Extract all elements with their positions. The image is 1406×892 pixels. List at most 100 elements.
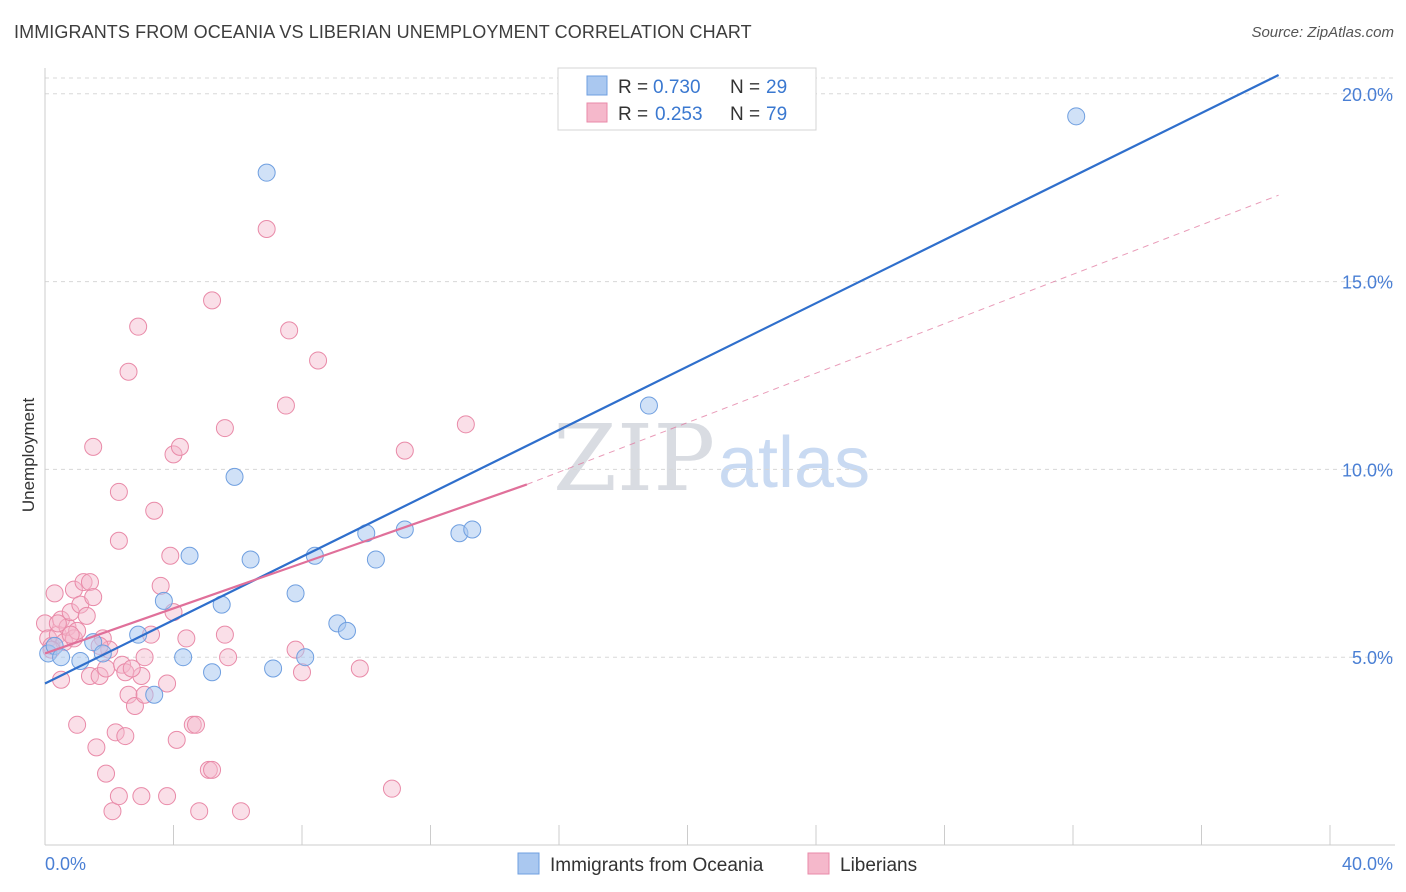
liberians-point bbox=[97, 764, 116, 783]
liberians-point bbox=[382, 779, 401, 798]
trend-lines bbox=[44, 74, 1280, 685]
y-tick-label: 5.0% bbox=[1352, 648, 1393, 668]
y-tick-label: 15.0% bbox=[1342, 273, 1393, 293]
watermark-atlas: atlas bbox=[718, 423, 870, 503]
bottom-legend-swatch-oceania bbox=[517, 852, 540, 875]
liberians-point bbox=[395, 441, 414, 460]
liberians-point bbox=[280, 321, 299, 340]
legend-r-value-oceania: 0.730 bbox=[653, 77, 701, 98]
liberians-points bbox=[36, 220, 475, 821]
liberians-point bbox=[456, 415, 475, 434]
source-label: Source: ZipAtlas.com bbox=[1251, 24, 1394, 41]
liberians-point bbox=[109, 787, 128, 806]
watermark-zip: ZIP bbox=[553, 405, 715, 512]
oceania-point bbox=[264, 659, 283, 678]
liberians-point bbox=[151, 576, 170, 595]
liberians-point bbox=[84, 437, 103, 456]
liberians-point bbox=[48, 614, 67, 633]
oceania-point bbox=[180, 546, 199, 565]
oceania-point bbox=[366, 550, 385, 569]
x-tick-label-min: 0.0% bbox=[45, 854, 86, 874]
liberians-point bbox=[80, 573, 99, 592]
oceania-point bbox=[93, 644, 112, 663]
liberians-point bbox=[219, 648, 238, 667]
liberians-point bbox=[61, 625, 80, 644]
oceania-point bbox=[337, 621, 356, 640]
liberians-point bbox=[161, 546, 180, 565]
liberians-point bbox=[129, 317, 148, 336]
bottom-legend-swatch-liberians bbox=[807, 852, 830, 875]
liberians-point bbox=[68, 715, 87, 734]
oceania-point bbox=[639, 396, 658, 415]
oceania-point bbox=[286, 584, 305, 603]
oceania-point bbox=[203, 663, 222, 682]
liberians-point bbox=[293, 663, 311, 682]
liberians-point bbox=[122, 659, 141, 678]
oceania-point bbox=[52, 648, 71, 667]
liberians-point bbox=[119, 685, 138, 704]
y-tick-label: 10.0% bbox=[1342, 460, 1393, 480]
legend-swatch-liberians bbox=[586, 102, 608, 123]
liberians-point bbox=[74, 573, 93, 592]
legend: R = 0.730 N = 29 R = 0.253 N = 79 bbox=[557, 67, 817, 131]
liberians-point bbox=[158, 674, 177, 693]
oceania-point bbox=[174, 648, 193, 667]
bottom-legend-label-oceania: Immigrants from Oceania bbox=[550, 855, 764, 876]
liberians-point bbox=[309, 351, 328, 370]
liberians-point bbox=[164, 445, 183, 464]
liberians-point bbox=[215, 625, 234, 644]
oceania-point bbox=[145, 685, 164, 704]
oceania-point bbox=[154, 591, 173, 610]
liberians-point bbox=[350, 659, 369, 678]
liberians-point bbox=[119, 362, 138, 381]
oceania-point bbox=[225, 467, 244, 486]
liberians-point bbox=[132, 666, 151, 685]
bottom-legend: Immigrants from Oceania Liberians bbox=[517, 852, 917, 876]
oceania-point bbox=[463, 520, 482, 539]
bottom-legend-label-liberians: Liberians bbox=[840, 855, 917, 876]
legend-swatch-oceania bbox=[586, 75, 608, 96]
chart-title: IMMIGRANTS FROM OCEANIA VS LIBERIAN UNEM… bbox=[14, 22, 752, 42]
liberians-point bbox=[135, 648, 154, 667]
y-tick-label: 20.0% bbox=[1342, 85, 1393, 105]
liberians-point bbox=[190, 802, 209, 821]
liberians-point bbox=[90, 666, 109, 685]
liberians-point bbox=[167, 730, 186, 749]
liberians-point bbox=[203, 291, 222, 310]
liberians-point bbox=[116, 727, 135, 746]
legend-n-label-liberians: N = bbox=[730, 104, 760, 125]
liberians-point bbox=[177, 629, 196, 648]
liberians-point bbox=[186, 715, 205, 734]
x-tick-label-max: 40.0% bbox=[1342, 854, 1393, 874]
liberians-point bbox=[109, 482, 128, 501]
legend-r-label-oceania: R = bbox=[618, 77, 648, 98]
legend-n-value-liberians: 79 bbox=[766, 104, 787, 125]
liberians-point bbox=[145, 501, 164, 520]
legend-r-value-liberians: 0.253 bbox=[655, 104, 703, 125]
liberians-point bbox=[170, 437, 189, 456]
gridlines bbox=[45, 77, 1395, 658]
liberians-point bbox=[103, 802, 122, 821]
legend-n-value-oceania: 29 bbox=[766, 77, 787, 98]
liberians-point bbox=[158, 787, 177, 806]
liberians-point bbox=[97, 659, 116, 678]
liberians-point bbox=[45, 584, 64, 603]
liberians-point bbox=[64, 580, 83, 599]
oceania-trend-line bbox=[44, 74, 1280, 685]
oceania-point bbox=[1067, 107, 1086, 126]
legend-n-label-oceania: N = bbox=[730, 77, 760, 98]
liberians-point bbox=[109, 531, 128, 550]
liberians-point bbox=[84, 588, 103, 607]
liberians-point bbox=[132, 787, 151, 806]
oceania-point bbox=[257, 163, 276, 182]
liberians-point bbox=[215, 419, 234, 438]
legend-r-label-liberians: R = bbox=[618, 104, 648, 125]
axes bbox=[44, 68, 1395, 846]
liberians-point bbox=[257, 220, 276, 238]
liberians-point bbox=[203, 760, 222, 779]
liberians-point bbox=[106, 723, 125, 742]
y-axis-title: Unemployment bbox=[19, 398, 38, 513]
liberians-point bbox=[80, 666, 99, 685]
liberians-point bbox=[276, 396, 295, 415]
